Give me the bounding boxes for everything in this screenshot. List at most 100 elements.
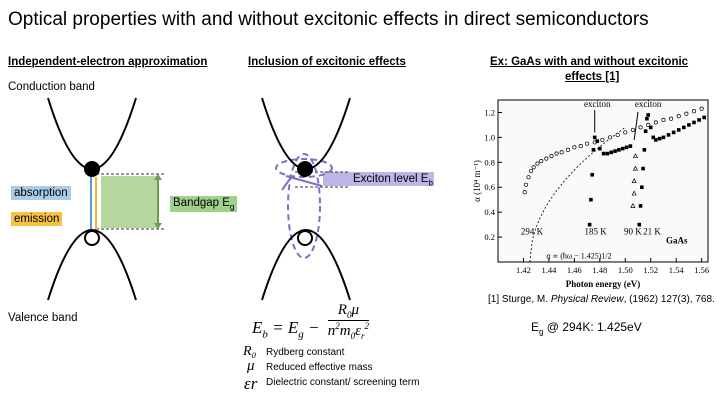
label-185k: 185 K (585, 227, 608, 237)
point-185k (590, 172, 594, 177)
middle-header: Inclusion of excitonic effects (248, 56, 406, 68)
annotation-exciton-2: exciton (635, 99, 662, 109)
point-21k (654, 138, 658, 142)
point-294k (526, 175, 531, 180)
legend-text-mu: Reduced effective mass (266, 362, 373, 373)
point-21k (642, 148, 647, 152)
point-294k (565, 147, 571, 152)
point-21k (702, 115, 706, 120)
point-185k (617, 148, 621, 152)
point-294k (691, 109, 697, 114)
exciton-level-label: Exciton level Eb (353, 173, 433, 188)
binding-energy-formula: Eb = Eg − R0μ n2m0εr2 (252, 302, 370, 341)
legend-symbol-epsilon: εr (244, 374, 258, 393)
point-185k (605, 151, 610, 156)
point-294k (535, 161, 540, 166)
point-294k (572, 145, 577, 150)
x-tick-label: 1.48 (592, 265, 607, 275)
point-21k (646, 113, 650, 117)
point-185k (624, 145, 629, 150)
point-294k (653, 120, 658, 125)
label-294k: 294 K (521, 227, 544, 237)
legend-symbol-mu: μ (247, 358, 255, 374)
exciton-hole-icon (297, 230, 313, 246)
legend-text-r0: Rydberg constant (266, 347, 345, 358)
point-294k (549, 154, 554, 159)
point-185k (587, 222, 592, 227)
y-tick-label: 0.4 (484, 207, 495, 217)
point-185k (591, 148, 596, 152)
point-294k (578, 144, 583, 149)
bandgap-label: Bandgap Eg (170, 196, 238, 213)
point-294k (676, 114, 681, 119)
fit-curve (529, 127, 626, 263)
point-185k (592, 135, 597, 140)
legend-text-epsilon: Dielectric constant/ screening term (266, 377, 420, 388)
exciton-envelope (287, 153, 321, 259)
point-21k (671, 130, 676, 135)
point-294k (638, 125, 643, 130)
point-21k (638, 204, 643, 208)
gaas-absorption-chart: 1.42 1.44 1.46 1.48 1.50 1.52 1.54 1.56 0.2 0.4 0.… (472, 99, 709, 289)
bandgap-value: Eg @ 294K: 1.425eV (531, 320, 642, 337)
valence-band-label: Valence band (8, 312, 78, 324)
right-header-line2: effects [1] (565, 71, 620, 83)
y-tick-label: 0.8 (484, 157, 495, 167)
electron-icon (84, 161, 100, 177)
x-tick-label: 1.46 (567, 265, 582, 275)
left-header: Independent-electron approximation (8, 56, 208, 68)
exciton-level-band (323, 172, 434, 186)
point-294k (684, 111, 689, 116)
point-90k (630, 202, 636, 208)
point-21k (682, 125, 686, 130)
x-tick-label: 1.50 (618, 265, 633, 275)
point-294k (523, 182, 529, 187)
point-21k (657, 136, 662, 141)
x-tick-label: 1.52 (643, 265, 658, 275)
x-axis-label: Photon energy (eV) (566, 279, 640, 289)
point-294k (661, 117, 666, 122)
conduction-band-label: Conduction band (8, 81, 95, 93)
annotation-exciton-1: exciton (584, 99, 611, 109)
point-185k (601, 151, 606, 156)
point-90k (631, 190, 637, 196)
point-294k (554, 151, 559, 156)
annotation-arrow-3 (633, 111, 639, 140)
point-21k (640, 185, 644, 190)
point-294k (669, 116, 674, 121)
y-tick-label: 1.0 (484, 132, 495, 142)
y-tick-label: 1.2 (484, 107, 495, 117)
exciton-electron-icon (297, 161, 313, 177)
point-294k (630, 127, 635, 132)
point-21k (676, 128, 681, 132)
point-21k (651, 135, 656, 140)
point-294k (623, 130, 628, 135)
point-294k (585, 141, 590, 146)
y-tick-label: 0.2 (484, 232, 495, 242)
plot-frame (497, 99, 709, 263)
point-21k (666, 133, 671, 137)
left-conduction-band (47, 97, 137, 170)
point-294k (615, 132, 620, 137)
point-294k (607, 135, 613, 140)
x-tick-label: 1.44 (541, 265, 557, 275)
point-185k (589, 197, 593, 202)
y-axis-label: α (10⁴ m⁻¹) (472, 160, 482, 202)
label-gaas: GaAs (666, 235, 688, 245)
point-294k (522, 190, 527, 195)
x-tick-label: 1.42 (516, 265, 531, 275)
point-185k (613, 149, 617, 153)
hole-icon (84, 230, 100, 246)
point-294k (559, 150, 564, 155)
point-294k (600, 137, 605, 142)
point-21k (687, 123, 691, 127)
bandgap-region (101, 176, 159, 228)
point-21k (645, 116, 649, 121)
point-185k (598, 146, 602, 151)
point-294k (544, 156, 549, 161)
right-header-line1: Ex: GaAs with and without excitonic (490, 56, 689, 68)
label-fit-formula: α ∝ (ħω − 1.425)1/2 (546, 251, 611, 260)
point-21k (643, 129, 648, 133)
point-21k (648, 125, 653, 130)
